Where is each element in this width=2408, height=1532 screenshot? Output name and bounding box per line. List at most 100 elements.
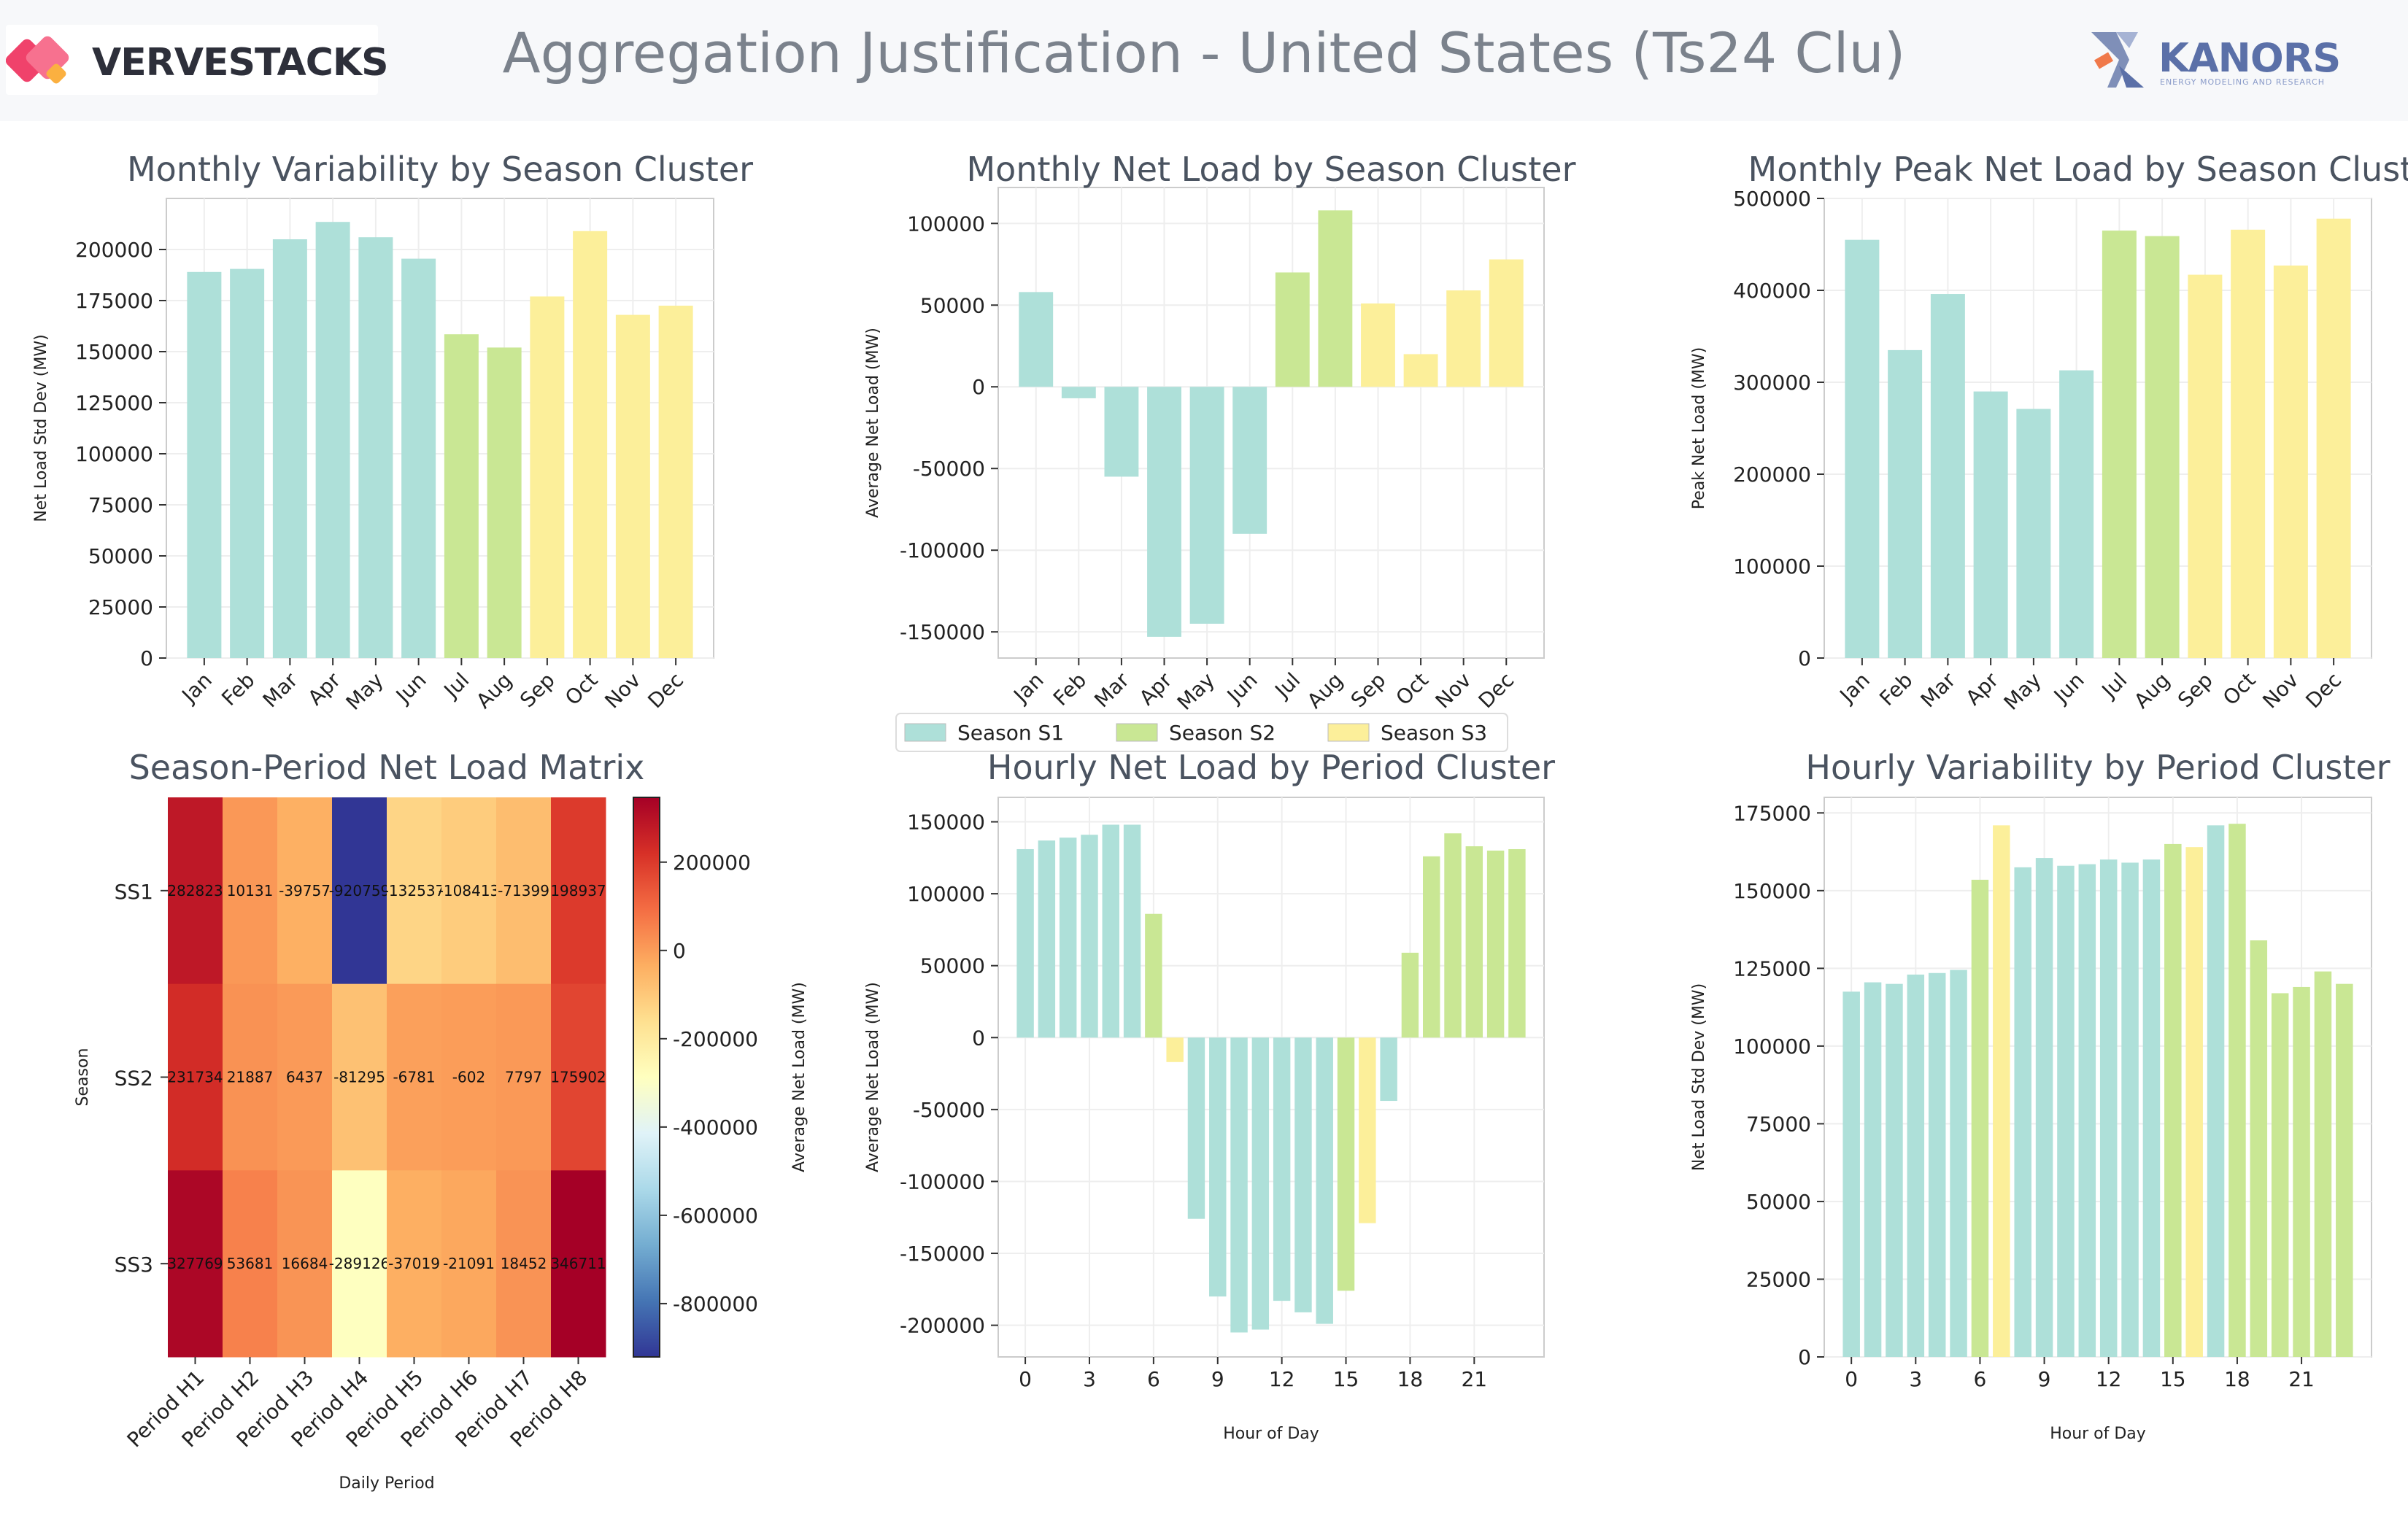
c6-bar [2035,858,2053,1357]
c5-bar [1251,1037,1270,1330]
c6-xtick-label: 9 [2038,1367,2051,1391]
c4-colorbar-tick-label: -600000 [673,1204,758,1228]
c6-bar [1842,991,1860,1357]
c6-xtick-label: 12 [2096,1367,2122,1391]
c1-bar [358,237,393,658]
c1-xtick-label: Jul [439,668,474,704]
c3-ytick-label: 500000 [1733,187,1811,211]
c4-cell [277,983,333,1171]
c5-bar [1401,952,1419,1038]
c4-title: Season-Period Net Load Matrix [129,748,645,787]
c5-xlabel: Hour of Day [1223,1425,1319,1443]
c1-bar [487,347,522,658]
c3-xtick-label: Dec [2301,668,2346,713]
c4-cell [551,983,606,1171]
c4-cell [551,797,606,985]
c1-bar [530,296,565,658]
c5-xtick-label: 12 [1269,1367,1295,1391]
c6-xtick-label: 18 [2224,1367,2250,1391]
c2-xtick-label: Oct [1391,668,1433,711]
c5-bar [1059,837,1077,1038]
c5-bar [1423,856,1440,1038]
c5-bar [1187,1037,1205,1219]
c6-bar [2228,824,2246,1357]
c4-chart: 282823 10131 -39757-920759-132537-108413-7… [74,748,809,1493]
c3-xtick-label: Sep [2173,668,2218,713]
c4-cell-label: 16684 [282,1255,328,1272]
c6-bar [1971,879,1989,1357]
c2-xtick-label: Mar [1089,668,1134,712]
c4-cell [332,1170,387,1358]
c3-bar [1973,391,2008,658]
c6-ytick-label: 150000 [1733,879,1811,903]
c5-xtick-label: 9 [1211,1367,1224,1391]
c3-ytick-label: 0 [1798,646,1811,670]
c4-cell-label: -71399 [498,882,549,900]
c4-cell-label: -6781 [393,1069,435,1086]
c4-cell [223,983,278,1171]
c2-plot-area [997,187,1545,659]
c3-bar [2102,231,2137,659]
c5-bar [1465,846,1483,1038]
c4-cell [496,983,552,1171]
c4-cell [332,797,387,985]
c4-colorbar-tick-label: -800000 [673,1292,758,1316]
c5-title: Hourly Net Load by Period Cluster [987,748,1555,787]
c5-xtick-label: 18 [1397,1367,1424,1391]
legend-swatch [1116,723,1158,742]
c1-ytick-label: 0 [140,646,153,670]
c4-cell-label: 10131 [227,882,274,900]
c4-cell [441,797,497,985]
season-legend: Season S1 Season S2 Season S3 [895,713,1508,752]
c2-ytick-label: 50000 [920,293,985,317]
c4-ytick-label: SS3 [115,1253,153,1277]
c1-ytick-label: 75000 [88,493,153,517]
c4-cell [496,1170,552,1358]
c1-bar [187,271,222,658]
c6-bar [1864,982,1882,1357]
legend-swatch [1327,723,1370,742]
vervestacks-logo-mark [6,36,69,84]
c5-xtick-label: 0 [1019,1367,1032,1391]
c3-xtick-label: Jul [2096,668,2132,704]
c4-cell-label: 327769 [167,1255,223,1272]
c2-ylabel: Average Net Load (MW) [864,328,882,518]
c6-plot-area [1824,797,2372,1358]
c4-cell [223,1170,278,1358]
c6-bar [2014,867,2031,1357]
c4-cell-label: 282823 [167,882,223,900]
c6-xtick-label: 21 [2288,1367,2315,1391]
legend-swatch [904,723,946,742]
c4-colorbar [633,797,660,1358]
c5-xtick-label: 15 [1333,1367,1359,1391]
c2-xtick-label: Nov [1431,668,1476,713]
c3-bar [2016,409,2051,658]
c4-colorbar-tick-label: 200000 [673,851,751,875]
c2-xtick-label: Aug [1303,668,1348,713]
legend-label: Season S2 [1169,721,1276,745]
c2-xtick-label: Sep [1346,668,1391,713]
c3-bar [1888,349,1923,658]
c5-bar [1294,1037,1312,1312]
c6-ytick-label: 50000 [1746,1190,1811,1214]
c4-cell-label: -132537 [384,882,445,900]
c4-cell [551,1170,606,1358]
c3-xtick-label: Apr [1961,668,2003,710]
c2-bar [1318,210,1353,387]
c5-plot-area [997,797,1545,1358]
c4-cell-label: 21887 [227,1069,274,1086]
c1-xtick-label: May [341,668,388,715]
c6-bar [2314,971,2332,1357]
c6-xtick-label: 0 [1845,1367,1858,1391]
c3-xtick-label: Jun [2048,668,2089,709]
c1-ytick-label: 50000 [88,544,153,568]
c4-cell [277,797,333,985]
c3-xtick-label: Aug [2129,668,2174,713]
c3-bar [2273,265,2308,659]
c5-bar [1359,1037,1376,1223]
c4-cell-label: 18452 [501,1255,547,1272]
c6-ylabel: Net Load Std Dev (MW) [1690,983,1708,1171]
c4-cell-label: 346711 [550,1255,606,1272]
c4-cell-label: -81295 [333,1069,385,1086]
c5-bar [1123,824,1141,1038]
